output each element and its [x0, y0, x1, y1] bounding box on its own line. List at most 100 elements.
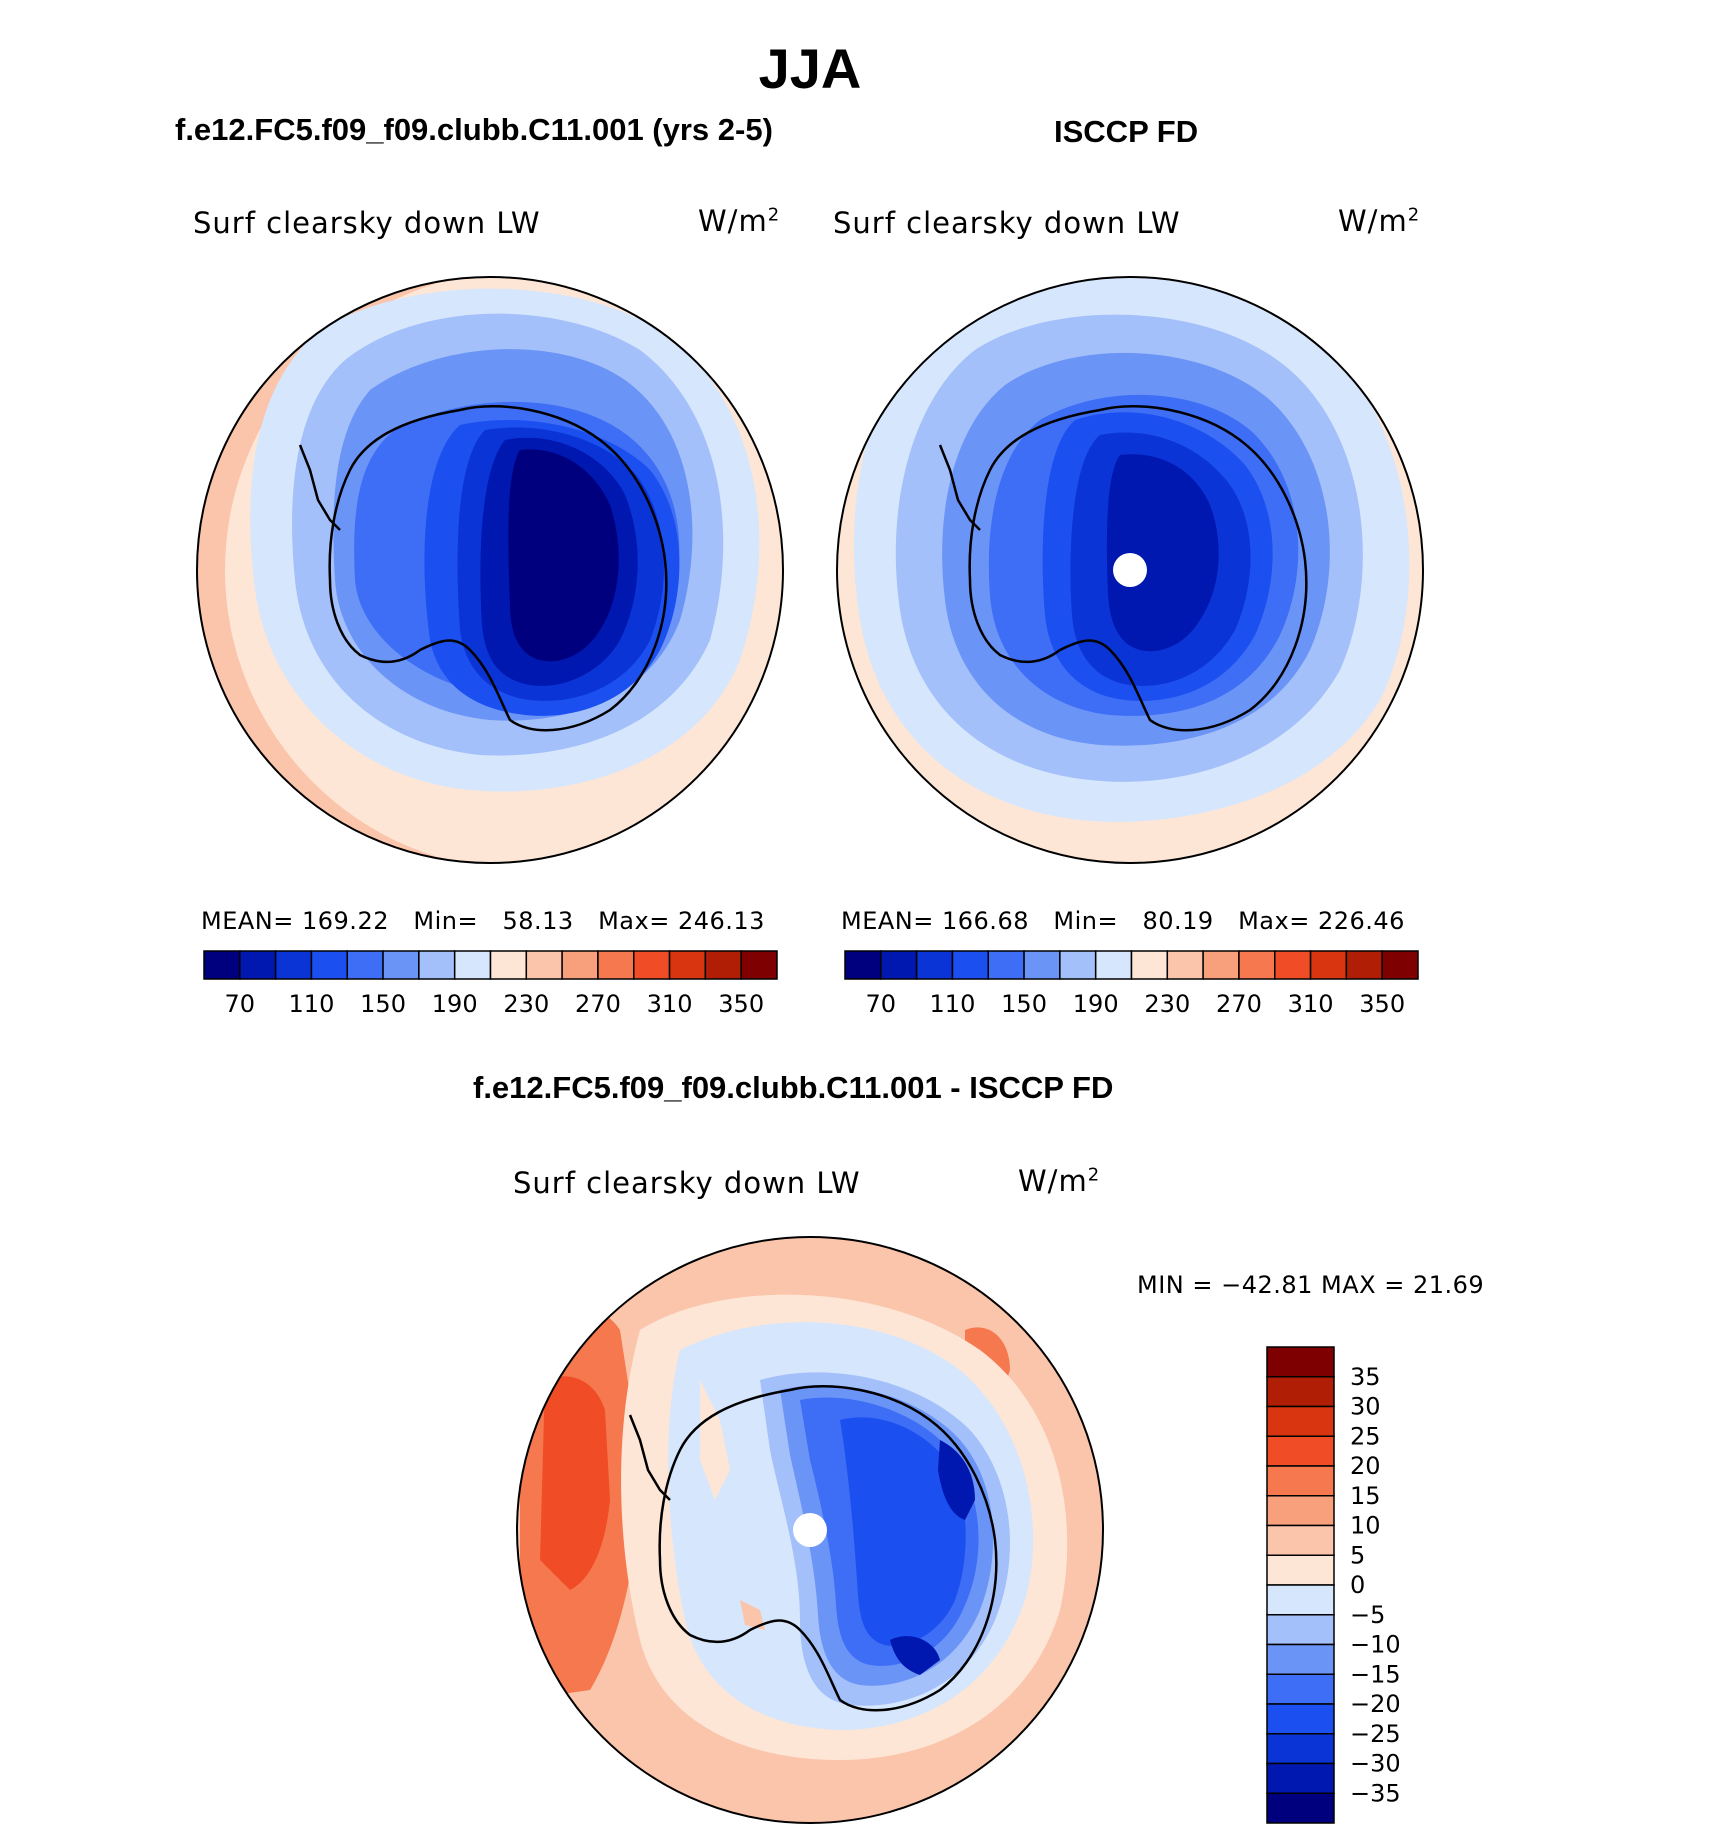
colorbar-1-box — [453, 950, 492, 980]
colorbar-3-tick-label: −20 — [1350, 1690, 1401, 1718]
colorbar-1-box — [418, 950, 456, 980]
colorbar-2-tick-label: 270 — [1216, 990, 1262, 1018]
colorbar-3-box — [1266, 1405, 1335, 1437]
colorbar-3-tick-label: 5 — [1350, 1541, 1365, 1569]
colorbar-1-box — [203, 950, 241, 980]
colorbar-2-box — [1381, 950, 1419, 980]
colorbar-3-box — [1266, 1643, 1335, 1675]
map-1-coastline — [328, 405, 668, 732]
panel-3-stats: MIN = −42.81 MAX = 21.69 — [1137, 1271, 1485, 1299]
colorbar-3-box — [1266, 1435, 1335, 1467]
panel-3-variable: Surf clearsky down LW — [513, 1166, 861, 1200]
map-3-streak-2 — [740, 1600, 765, 1630]
map-3-band-neg35-south — [890, 1636, 940, 1675]
colorbar-3-box — [1266, 1584, 1335, 1616]
colorbar-1-box — [310, 950, 348, 980]
colorbar-3-tick-label: −5 — [1350, 1601, 1385, 1629]
map-3-streak-1 — [700, 1380, 730, 1500]
colorbar-1-box — [525, 950, 563, 980]
map-2-pole-hole — [1113, 553, 1147, 587]
colorbar-3-box — [1266, 1673, 1335, 1705]
map-3-coastline — [658, 1385, 998, 1712]
colorbar-1-tick-label: 150 — [360, 990, 406, 1018]
panel-1-stats: MEAN= 169.22 Min= 58.13 Max= 246.13 — [201, 907, 765, 935]
map-2 — [837, 277, 1423, 863]
map-1 — [197, 277, 783, 863]
colorbar-1-box — [633, 950, 671, 980]
colorbar-1-box — [239, 950, 277, 980]
page-title: JJA — [758, 37, 862, 100]
colorbar-2-box — [1274, 950, 1312, 980]
colorbar-2-box — [1094, 950, 1133, 980]
colorbar-2-tick-label: 350 — [1359, 990, 1405, 1018]
colorbar-1-box — [704, 950, 742, 980]
colorbar-3-box — [1266, 1554, 1335, 1586]
colorbar-3-box — [1266, 1465, 1335, 1497]
colorbar-3-tick-label: 20 — [1350, 1452, 1381, 1480]
colorbar-3-tick-label: 30 — [1350, 1393, 1381, 1421]
colorbar-3-tick-label: −10 — [1350, 1631, 1401, 1659]
colorbar-2-box — [1023, 950, 1061, 980]
colorbar-3-tick-label: 35 — [1350, 1363, 1381, 1391]
colorbar-2-box — [951, 950, 989, 980]
panel-2-stats: MEAN= 166.68 Min= 80.19 Max= 226.46 — [841, 907, 1405, 935]
map-3-boundary — [516, 1236, 1104, 1824]
colorbar-2-box — [1238, 950, 1276, 980]
colorbar-1-box — [740, 950, 778, 980]
colorbar-2-box — [987, 950, 1025, 980]
colorbar-1-box — [668, 950, 707, 980]
map-2-core — [1106, 454, 1219, 652]
colorbar-1-box — [274, 950, 313, 980]
map-3-pole-hole — [793, 1513, 827, 1547]
colorbar-3-tick-label: 10 — [1350, 1512, 1381, 1540]
map-3-warm-anomaly-core — [540, 1376, 610, 1590]
map-3-band-neg25 — [840, 1417, 966, 1646]
colorbar-3-box — [1266, 1703, 1335, 1735]
colorbar-3-box — [1266, 1733, 1335, 1765]
colorbar-3-tick-label: 0 — [1350, 1571, 1365, 1599]
colorbar-2-box — [1345, 950, 1383, 980]
colorbar-1-tick-label: 190 — [432, 990, 478, 1018]
map-3-peninsula — [628, 1414, 671, 1501]
colorbar-1-box — [346, 950, 384, 980]
colorbar-2-tick-label: 150 — [1001, 990, 1047, 1018]
colorbar-1-box — [597, 950, 635, 980]
colorbar-2-tick-label: 190 — [1073, 990, 1119, 1018]
colorbar-2-tick-label: 310 — [1288, 990, 1334, 1018]
colorbar-1-tick-label: 70 — [225, 990, 256, 1018]
colorbar-2-box — [844, 950, 882, 980]
colorbar-3-tick-label: −15 — [1350, 1660, 1401, 1688]
colorbar-2-tick-label: 230 — [1144, 990, 1190, 1018]
colorbar-2-box — [1309, 950, 1348, 980]
colorbar-2-box — [1166, 950, 1204, 980]
panel-3-units: W/m2 — [1018, 1164, 1101, 1198]
map-2-peninsula — [938, 444, 981, 531]
colorbar-3-box — [1266, 1376, 1335, 1408]
map-3-band-neg35-east — [938, 1440, 975, 1520]
colorbar-3-box — [1266, 1614, 1335, 1646]
panel-2-variable: Surf clearsky down LW — [833, 206, 1181, 240]
panel-1-title: f.e12.FC5.f09_f09.clubb.C11.001 (yrs 2-5… — [175, 112, 773, 147]
colorbar-3-tick-label: 15 — [1350, 1482, 1381, 1510]
colorbar-1-box — [561, 950, 599, 980]
colorbar-1-tick-label: 110 — [289, 990, 335, 1018]
colorbar-2-tick-label: 70 — [866, 990, 897, 1018]
colorbar-2-box — [1130, 950, 1169, 980]
panel-2-title: ISCCP FD — [1054, 114, 1199, 149]
colorbar-1-box — [489, 950, 528, 980]
map-3 — [517, 1237, 1103, 1823]
map-1-boundary — [196, 276, 784, 864]
map-2-coastline — [968, 405, 1308, 732]
colorbar-3-tick-label: −25 — [1350, 1720, 1401, 1748]
colorbar-2-box — [915, 950, 954, 980]
colorbar-3-tick-label: −35 — [1350, 1779, 1401, 1807]
colorbar-3-box — [1266, 1524, 1335, 1556]
colorbar-2-tick-label: 110 — [930, 990, 976, 1018]
colorbar-3-box — [1266, 1495, 1335, 1527]
colorbar-1-tick-label: 350 — [718, 990, 764, 1018]
colorbar-3-tick-label: −30 — [1350, 1750, 1401, 1778]
colorbar-1-box — [382, 950, 420, 980]
colorbar-2-box — [1059, 950, 1097, 980]
map-1-core — [508, 449, 619, 662]
